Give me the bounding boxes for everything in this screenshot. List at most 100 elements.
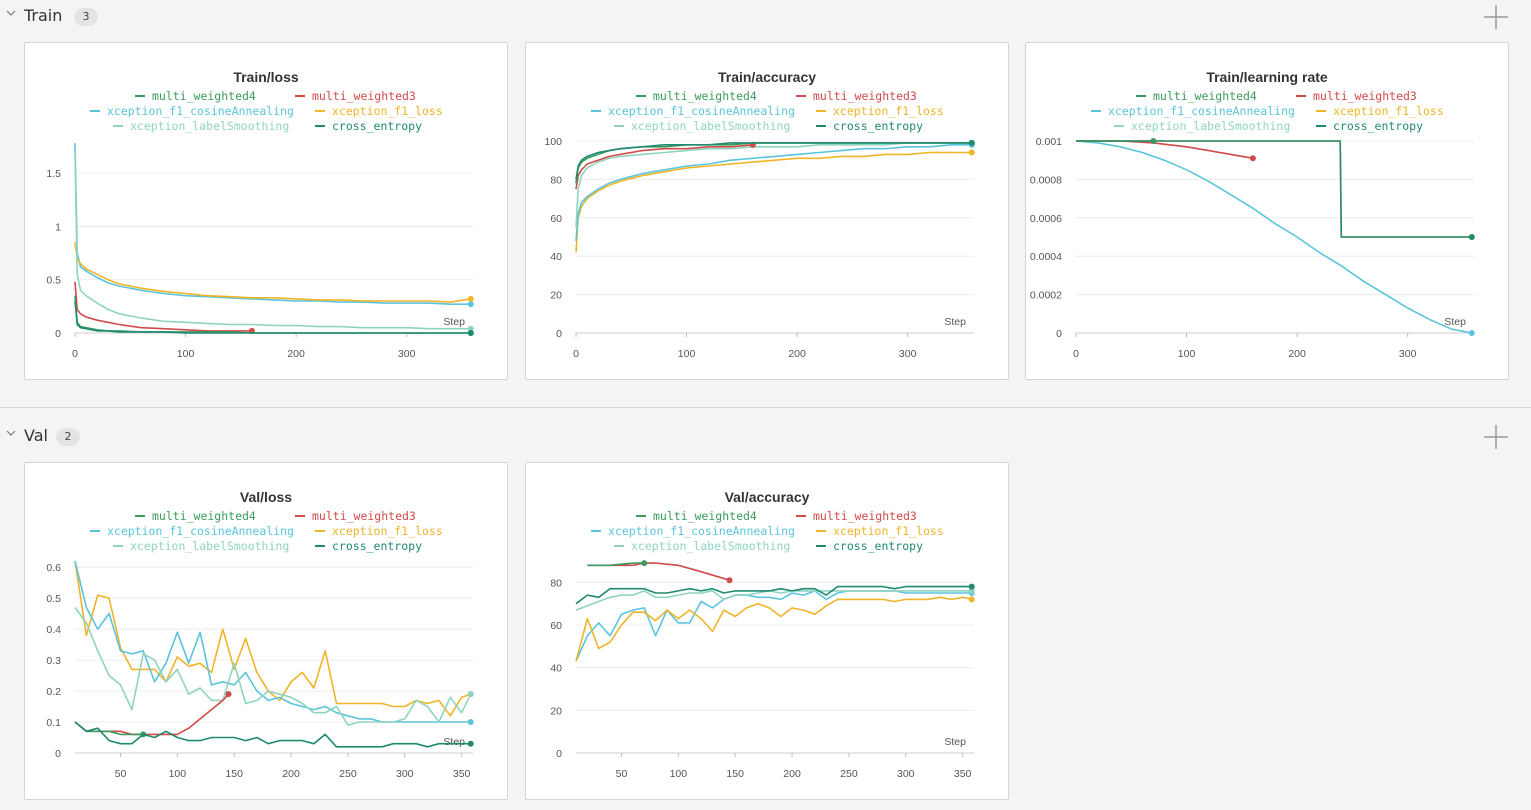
section-title: Train bbox=[24, 6, 63, 25]
series-end-marker bbox=[1468, 330, 1475, 336]
section-header-train[interactable]: Train 3 bbox=[0, 0, 1531, 32]
panel-count-badge: 3 bbox=[74, 8, 98, 26]
section-title: Val bbox=[24, 426, 48, 445]
series-end-marker bbox=[467, 719, 474, 726]
legend-label: multi_weighted4 bbox=[152, 509, 256, 523]
section-header-val[interactable]: Val 2 bbox=[0, 420, 1531, 452]
series-line-xception_f1_cosineAnnealing bbox=[575, 590, 972, 662]
x-tick-label: 0 bbox=[573, 348, 579, 360]
series-line-cross_entropy bbox=[575, 142, 972, 180]
series-line-xception_f1_cosineAnnealing bbox=[575, 144, 972, 241]
x-tick-label: 300 bbox=[899, 348, 917, 360]
legend-label: xception_f1_cosineAnnealing bbox=[107, 104, 294, 118]
x-axis-label: Step bbox=[443, 316, 465, 328]
series-end-marker bbox=[467, 691, 474, 698]
chart-train-learning-rate: Train/learning rate multi_weighted4 multi_… bbox=[1030, 69, 1475, 360]
chart-title: Train/accuracy bbox=[718, 69, 816, 85]
legend-label: xception_f1_loss bbox=[332, 104, 443, 118]
y-tick-label: 40 bbox=[550, 663, 562, 675]
y-tick-label: 80 bbox=[550, 174, 562, 186]
series-end-marker bbox=[641, 560, 648, 567]
x-tick-label: 200 bbox=[287, 348, 305, 360]
legend-label: xception_labelSmoothing bbox=[631, 119, 790, 133]
legend-label: multi_weighted4 bbox=[653, 509, 757, 523]
series-end-marker bbox=[225, 691, 232, 698]
y-tick-label: 0.0008 bbox=[1030, 174, 1062, 186]
section-divider bbox=[0, 407, 1531, 408]
series-end-marker bbox=[467, 295, 474, 302]
chart-panel-train-accuracy[interactable]: Train/accuracy multi_weighted4 multi_weigh… bbox=[525, 42, 1009, 380]
y-tick-label: 1 bbox=[55, 221, 61, 233]
series-end-marker bbox=[968, 139, 975, 146]
legend-label: xception_labelSmoothing bbox=[631, 539, 790, 553]
x-tick-label: 100 bbox=[177, 348, 195, 360]
chart-train-loss: Train/loss multi_weighted4 multi_weighted3… bbox=[46, 69, 474, 360]
legend-label: xception_f1_loss bbox=[833, 104, 944, 118]
chart-panel-train-loss[interactable]: Train/loss multi_weighted4 multi_weighted3… bbox=[24, 42, 508, 380]
series-line-multi_weighted4 bbox=[587, 562, 645, 567]
legend-label: cross_entropy bbox=[833, 539, 923, 553]
y-tick-label: 40 bbox=[550, 251, 562, 263]
x-tick-label: 150 bbox=[225, 768, 243, 780]
x-tick-label: 200 bbox=[282, 768, 300, 780]
y-tick-label: 0.0004 bbox=[1030, 251, 1062, 263]
legend-label: cross_entropy bbox=[332, 539, 422, 553]
x-tick-label: 50 bbox=[115, 768, 127, 780]
x-tick-label: 100 bbox=[1178, 348, 1196, 360]
y-tick-label: 0.0002 bbox=[1030, 290, 1062, 302]
legend-label: xception_f1_cosineAnnealing bbox=[107, 524, 294, 538]
y-tick-label: 20 bbox=[550, 705, 562, 717]
chart-panel-val-loss[interactable]: Val/loss multi_weighted4 multi_weighted3 xc… bbox=[24, 462, 508, 800]
series-line-xception_labelSmoothing bbox=[575, 142, 972, 228]
x-tick-label: 150 bbox=[726, 768, 744, 780]
legend-label: xception_f1_loss bbox=[833, 524, 944, 538]
chart-title: Val/loss bbox=[240, 489, 292, 505]
y-tick-label: 0.3 bbox=[46, 655, 61, 667]
x-tick-label: 250 bbox=[339, 768, 357, 780]
chart-panel-val-accuracy[interactable]: Val/accuracy multi_weighted4 multi_weighte… bbox=[525, 462, 1009, 800]
series-line-cross_entropy bbox=[1076, 140, 1472, 238]
y-tick-label: 0 bbox=[55, 328, 61, 340]
series-line-xception_f1_cosineAnnealing bbox=[1075, 140, 1472, 334]
y-tick-label: 0 bbox=[556, 748, 562, 760]
legend-label: multi_weighted3 bbox=[312, 89, 416, 103]
series-end-marker bbox=[467, 330, 474, 336]
x-tick-label: 200 bbox=[1288, 348, 1306, 360]
series-end-marker bbox=[467, 301, 474, 308]
x-tick-label: 100 bbox=[678, 348, 696, 360]
chart-train-accuracy: Train/accuracy multi_weighted4 multi_weigh… bbox=[544, 69, 975, 360]
chevron-down-icon[interactable] bbox=[6, 8, 16, 18]
legend-label: multi_weighted3 bbox=[813, 89, 917, 103]
x-tick-label: 100 bbox=[670, 768, 688, 780]
series-end-marker bbox=[1249, 155, 1256, 162]
x-tick-label: 300 bbox=[1399, 348, 1417, 360]
series-end-marker bbox=[968, 587, 975, 594]
series-line-xception_f1_loss bbox=[575, 596, 972, 662]
y-tick-label: 60 bbox=[550, 620, 562, 632]
legend-label: multi_weighted4 bbox=[1153, 89, 1257, 103]
chart-val-loss: Val/loss multi_weighted4 multi_weighted3xc… bbox=[46, 489, 474, 780]
series-line-xception_labelSmoothing bbox=[74, 151, 471, 330]
series-line-xception_labelSmoothing bbox=[575, 590, 972, 611]
chart-panel-train-learning-rate[interactable]: Train/learning rate multi_weighted4 multi_… bbox=[1025, 42, 1509, 380]
y-tick-label: 0.001 bbox=[1036, 136, 1062, 148]
x-axis-label: Step bbox=[944, 736, 966, 748]
legend-label: xception_f1_cosineAnnealing bbox=[608, 104, 795, 118]
add-panel-icon[interactable] bbox=[1483, 4, 1509, 30]
series-end-marker bbox=[467, 740, 474, 747]
y-tick-label: 0.0006 bbox=[1030, 213, 1062, 225]
add-panel-icon[interactable] bbox=[1483, 424, 1509, 450]
series-line-xception_f1_loss bbox=[74, 560, 471, 717]
chevron-down-icon[interactable] bbox=[6, 428, 16, 438]
y-tick-label: 0.5 bbox=[46, 593, 61, 605]
x-tick-label: 50 bbox=[616, 768, 628, 780]
legend-label: xception_f1_loss bbox=[1333, 104, 1444, 118]
series-line-multi_weighted3 bbox=[575, 144, 753, 190]
y-tick-label: 0 bbox=[55, 748, 61, 760]
x-tick-label: 250 bbox=[840, 768, 858, 780]
series-line-xception_f1_cosineAnnealing bbox=[74, 560, 471, 723]
legend-label: cross_entropy bbox=[332, 119, 422, 133]
legend-label: multi_weighted4 bbox=[152, 89, 256, 103]
series-line-xception_f1_cosineAnnealing bbox=[74, 143, 471, 306]
y-tick-label: 0.2 bbox=[46, 686, 61, 698]
